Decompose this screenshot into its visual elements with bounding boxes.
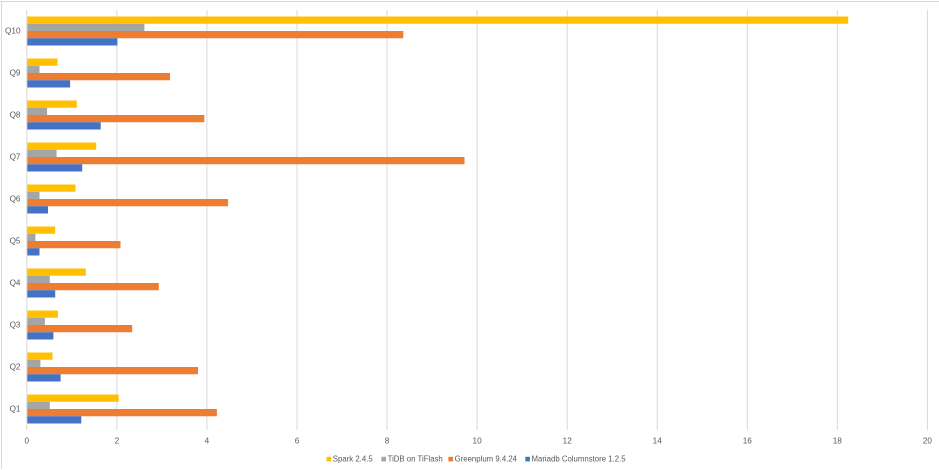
svg-text:20: 20 — [923, 436, 933, 445]
svg-text:Spark 2.4.5: Spark 2.4.5 — [333, 455, 374, 464]
svg-text:TiDB on TiFlash: TiDB on TiFlash — [388, 455, 443, 464]
svg-text:Q6: Q6 — [10, 194, 21, 203]
svg-text:18: 18 — [833, 436, 843, 445]
svg-text:Q4: Q4 — [10, 278, 21, 287]
svg-text:0: 0 — [25, 436, 30, 445]
svg-text:Q3: Q3 — [10, 320, 21, 329]
svg-text:10: 10 — [473, 436, 483, 445]
svg-text:14: 14 — [653, 436, 663, 445]
svg-text:Q10: Q10 — [5, 26, 21, 35]
svg-text:Q1: Q1 — [10, 404, 21, 413]
svg-text:Q2: Q2 — [10, 362, 21, 371]
svg-text:Q8: Q8 — [10, 110, 21, 119]
svg-text:12: 12 — [563, 436, 573, 445]
svg-text:8: 8 — [385, 436, 390, 445]
svg-text:Q7: Q7 — [10, 152, 21, 161]
svg-text:4: 4 — [205, 436, 210, 445]
svg-text:16: 16 — [743, 436, 753, 445]
svg-text:Q5: Q5 — [10, 236, 21, 245]
svg-text:Greenplum 9.4.24: Greenplum 9.4.24 — [455, 455, 518, 464]
svg-text:2: 2 — [115, 436, 120, 445]
svg-text:Q9: Q9 — [10, 68, 21, 77]
svg-text:6: 6 — [295, 436, 300, 445]
svg-text:Mariadb Columnstore 1.2.5: Mariadb Columnstore 1.2.5 — [532, 455, 627, 464]
